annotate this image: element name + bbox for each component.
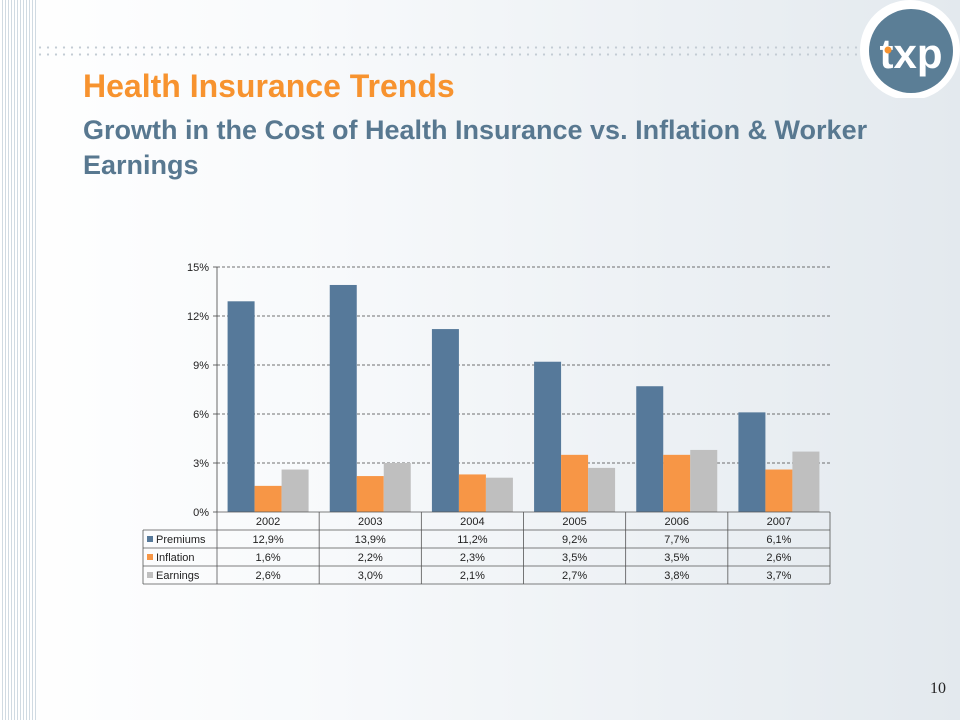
data-label: 3,5% (562, 552, 587, 564)
data-label: 2,6% (256, 570, 281, 582)
bar-premiums (738, 412, 766, 512)
dotted-divider (36, 44, 866, 58)
bar-earnings (588, 467, 616, 512)
x-category-label: 2005 (562, 516, 586, 528)
bar-premiums (534, 361, 562, 512)
legend-label-inflation: Inflation (156, 552, 195, 564)
data-label: 9,2% (562, 534, 587, 546)
data-label: 3,7% (766, 570, 791, 582)
data-label: 3,5% (664, 552, 689, 564)
data-label: 2,6% (766, 552, 791, 564)
bar-inflation (254, 485, 282, 512)
data-label: 2,2% (358, 552, 383, 564)
bar-earnings (281, 469, 309, 512)
left-stripe-decoration (0, 0, 36, 720)
bar-inflation (561, 454, 589, 512)
legend-key-earnings (147, 572, 153, 578)
y-tick-label: 0% (193, 507, 209, 519)
bar-inflation (663, 454, 691, 512)
y-tick-label: 9% (193, 360, 209, 372)
x-category-label: 2006 (665, 516, 689, 528)
data-label: 3,8% (664, 570, 689, 582)
data-label: 3,0% (358, 570, 383, 582)
x-category-label: 2004 (460, 516, 484, 528)
legend-label-earnings: Earnings (156, 570, 200, 582)
slide-subtitle: Growth in the Cost of Health Insurance v… (83, 115, 868, 180)
legend-key-premiums (147, 536, 153, 542)
y-tick-label: 3% (193, 458, 209, 470)
bar-premiums (329, 284, 357, 512)
bar-inflation (765, 469, 793, 512)
bar-earnings (485, 477, 513, 512)
bar-earnings (792, 451, 820, 512)
company-logo: txp (860, 0, 960, 98)
data-label: 2,1% (460, 570, 485, 582)
legend-key-inflation (147, 554, 153, 560)
bar-inflation (356, 476, 384, 512)
data-label: 6,1% (766, 534, 791, 546)
data-label: 2,7% (562, 570, 587, 582)
data-label: 2,3% (460, 552, 485, 564)
logo-text: txp (880, 30, 943, 77)
logo-accent-dot (884, 46, 892, 54)
data-label: 1,6% (256, 552, 281, 564)
data-label: 7,7% (664, 534, 689, 546)
bar-inflation (458, 474, 486, 512)
x-category-label: 2003 (358, 516, 382, 528)
slide-title: Health Insurance Trends (83, 68, 455, 104)
legend-label-premiums: Premiums (156, 534, 206, 546)
bar-premiums (227, 301, 255, 512)
logo-circle (869, 9, 953, 93)
x-category-label: 2007 (767, 516, 791, 528)
data-label: 11,2% (457, 534, 488, 546)
data-label: 12,9% (252, 534, 283, 546)
bar-premiums (636, 386, 664, 512)
x-category-label: 2002 (256, 516, 280, 528)
bar-earnings (690, 449, 718, 512)
page-number: 10 (930, 680, 946, 697)
data-label: 13,9% (355, 534, 386, 546)
y-tick-label: 6% (193, 409, 209, 421)
bar-earnings (383, 463, 411, 512)
y-tick-label: 12% (187, 311, 209, 323)
y-tick-label: 15% (187, 262, 209, 274)
bar-premiums (431, 329, 459, 512)
